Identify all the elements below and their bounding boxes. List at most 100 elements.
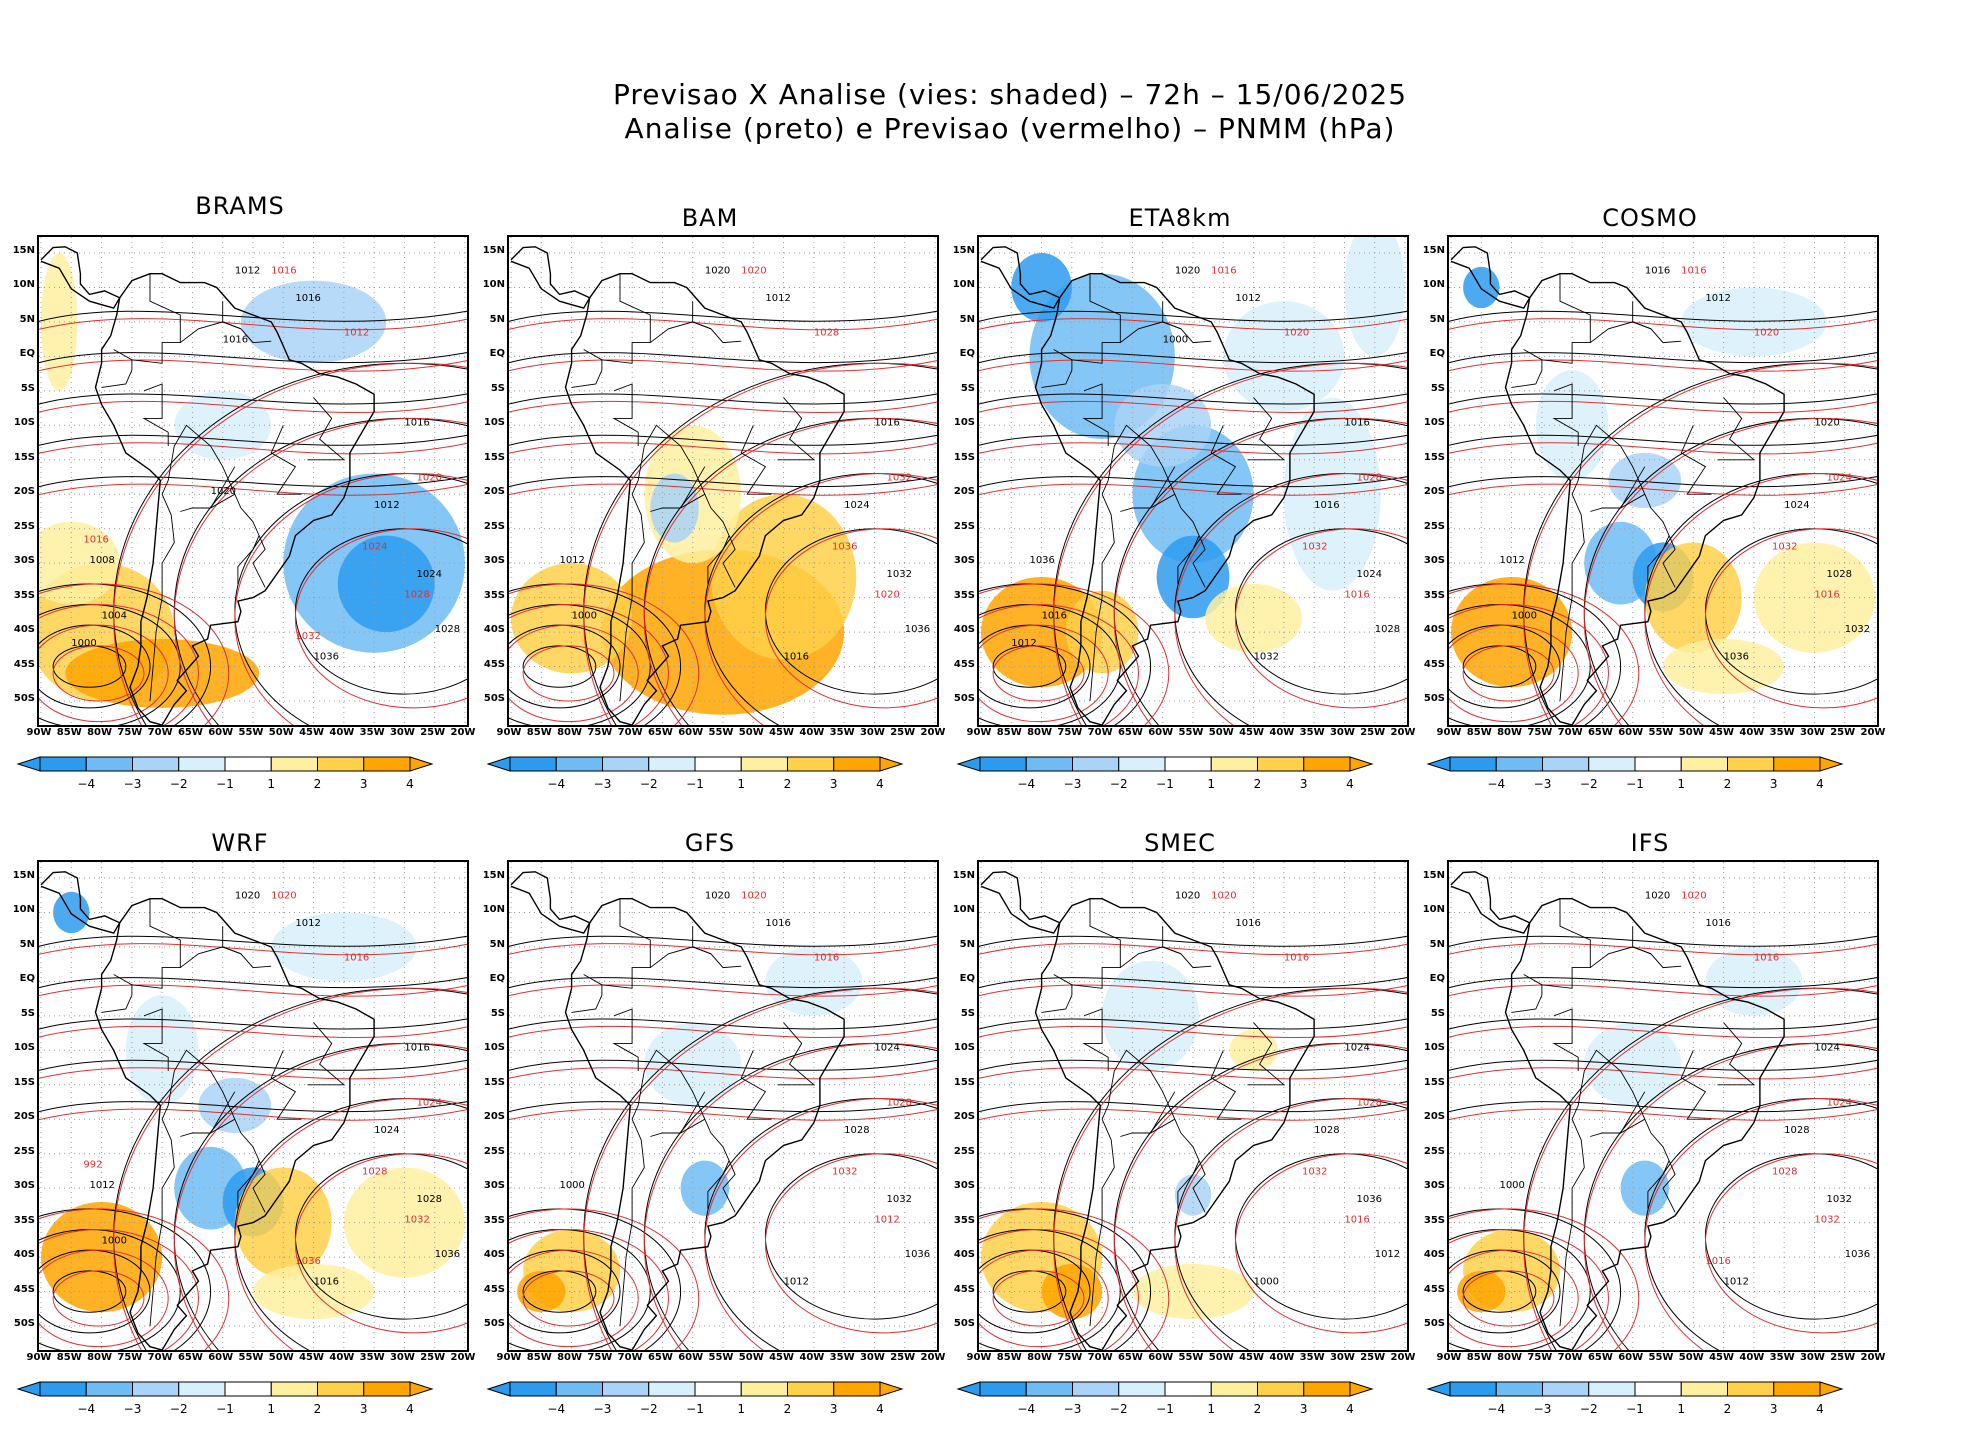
analysis-contour-label: 1024 (1357, 569, 1382, 580)
colorbar-label: 2 (1253, 1402, 1262, 1416)
lon-tick-label: 85W (526, 727, 552, 738)
map-area: 1020 1012 1016 1024 1028 1036 1016 1012 1000 1020… (37, 860, 469, 1352)
analysis-contour-label: 1016 (223, 335, 248, 346)
lon-tick-label: 65W (1117, 727, 1143, 738)
lat-tick-label: 15S (483, 1076, 505, 1088)
lat-tick-label: 25S (1423, 520, 1445, 532)
lat-tick-label: 10N (482, 904, 505, 916)
bias-shading (981, 237, 1405, 688)
lat-tick-label: 10S (483, 1042, 505, 1054)
colorbar-swatch (740, 1381, 788, 1397)
analysis-contour-label: 1032 (1254, 652, 1279, 663)
analysis-contour-label: 1036 (1029, 555, 1054, 566)
colorbar-label: 2 (1723, 777, 1732, 791)
colorbar-label: 2 (1253, 777, 1262, 791)
forecast-contour-label: 1016 (1681, 266, 1706, 277)
lat-tick-label: 50S (1423, 693, 1445, 704)
forecast-contour-label: 1028 (362, 1166, 387, 1177)
colorbar-swatch (694, 756, 742, 772)
colorbar-swatch (833, 1381, 881, 1397)
colorbar-swatch (1303, 1381, 1351, 1397)
forecast-contour-label: 1032 (1772, 541, 1797, 552)
colorbar-label: 1 (267, 777, 276, 791)
lon-tick-label: 70W (147, 727, 173, 738)
lon-tick-label: 75W (1527, 727, 1553, 738)
colorbar-label: −3 (593, 777, 612, 791)
forecast-contour-label: 1016 (1754, 953, 1779, 964)
analysis-contour-label: 1012 (235, 266, 260, 277)
lat-tick-label: 10S (13, 417, 35, 429)
colorbar-swatch (1634, 756, 1682, 772)
panel-title: IFS (1630, 829, 1670, 857)
lat-tick-label: 25S (483, 520, 505, 532)
lon-tick-label: 50W (1678, 1352, 1704, 1363)
lon-tick-label: 45W (1709, 727, 1735, 738)
lat-tick-label: 5S (490, 382, 505, 394)
analysis-contour-label: 1028 (844, 1125, 869, 1136)
lon-tick-label: 25W (890, 1352, 916, 1363)
colorbar-swatch (363, 1381, 411, 1397)
colorbar: −4 −3 −2 −1 1 2 3 4 (10, 755, 440, 799)
colorbar-label: −4 (547, 777, 566, 791)
bias-patch (1229, 1029, 1278, 1071)
lat-tick-label: EQ (489, 348, 505, 360)
lon-tick-label: 20W (1390, 1352, 1416, 1363)
colorbar-label: 3 (829, 777, 838, 791)
forecast-contour-label: 1020 (741, 266, 766, 277)
title-line-2: Analise (preto) e Previsao (vermelho) – … (624, 112, 1396, 145)
colorbar: −4 −3 −2 −1 1 2 3 4 (950, 755, 1380, 799)
colorbar-swatch (1025, 756, 1073, 772)
forecast-contour-label: 1036 (832, 541, 857, 552)
analysis-contour-label: 1032 (887, 1194, 912, 1205)
lat-tick-label: 30S (953, 1180, 975, 1192)
colorbar-swatch (1634, 1381, 1682, 1397)
lat-tick-label: 25S (953, 520, 975, 532)
colorbar-label: 2 (783, 1402, 792, 1416)
colorbar-label: 3 (1299, 777, 1308, 791)
lat-tick-label: 40S (953, 624, 975, 636)
lon-tick-label: 65W (177, 727, 203, 738)
forecast-contour-label: 1036 (295, 1256, 320, 1267)
map-svg: 1020 1016 1024 1028 1032 1036 1012 1000 1020 1016… (509, 862, 937, 1350)
lat-tick-label: 5N (489, 938, 505, 950)
lat-tick-label: EQ (19, 348, 35, 360)
lon-tick-label: 60W (1618, 1352, 1644, 1363)
analysis-contour-label: 1036 (905, 624, 930, 635)
analysis-contour-label: 1012 (559, 555, 584, 566)
coastlines (510, 871, 845, 1350)
bias-patch (517, 1270, 566, 1313)
lon-tick-label: 45W (1709, 1352, 1735, 1363)
lat-tick-label: 15S (13, 451, 35, 463)
lon-tick-label: 90W (966, 1352, 992, 1363)
analysis-contour-label: 1024 (1784, 500, 1809, 511)
lon-tick-label: 20W (1860, 1352, 1886, 1363)
colorbar-swatch (694, 1381, 742, 1397)
lat-tick-label: 10N (12, 904, 35, 916)
coastlines (1450, 246, 1785, 725)
lon-tick-label: 55W (708, 727, 734, 738)
colorbar-swatch (317, 756, 365, 772)
forecast-contour-label: 1016 (83, 534, 108, 545)
forecast-isobars (979, 943, 1407, 1350)
forecast-contour-label: 1028 (1357, 472, 1382, 483)
map-area: 1012 1016 1016 1012 1024 1028 1036 1008 1004 1000… (37, 235, 469, 727)
lon-tick-label: 85W (996, 1352, 1022, 1363)
forecast-contour-label: 1024 (1827, 472, 1852, 483)
colorbar-swatch (833, 756, 881, 772)
lon-tick-label: 25W (1830, 727, 1856, 738)
lon-tick-label: 60W (1618, 727, 1644, 738)
forecast-isobars (1449, 318, 1877, 725)
analysis-contour-label: 1028 (435, 624, 460, 635)
colorbar-swatch (1495, 756, 1543, 772)
lat-tick-label: 30S (483, 1180, 505, 1192)
lon-tick-label: 30W (389, 1352, 415, 1363)
colorbar-label: −1 (216, 1402, 234, 1416)
forecast-contour-label: 1016 (271, 266, 296, 277)
lat-tick-label: 15S (953, 1076, 975, 1088)
lon-tick-label: 60W (1148, 727, 1174, 738)
colorbar-label: 3 (829, 1402, 838, 1416)
bias-patch (825, 1229, 923, 1313)
colorbar-swatch (787, 756, 835, 772)
lat-tick-label: 10N (952, 279, 975, 291)
lon-tick-label: 30W (859, 727, 885, 738)
